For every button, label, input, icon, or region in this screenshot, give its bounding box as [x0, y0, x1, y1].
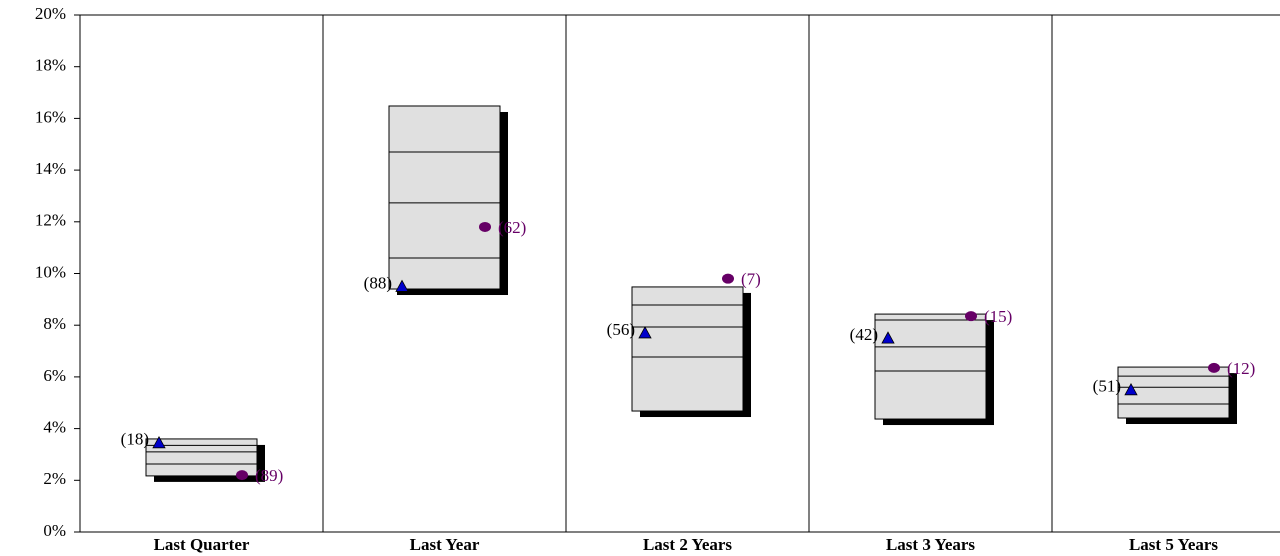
box: [388, 105, 501, 290]
rank-label: (62): [498, 218, 526, 237]
circle-marker: [965, 311, 977, 322]
y-tick-label: 4%: [43, 418, 66, 437]
triangle-marker: [638, 326, 652, 339]
triangle-marker: [881, 331, 895, 344]
box: [1117, 366, 1230, 419]
circle-marker: [722, 273, 734, 284]
x-tick-label: Last 5 Years: [1129, 535, 1218, 554]
y-tick-label: 0%: [43, 521, 66, 540]
rank-label: (7): [741, 270, 761, 289]
rank-label: (88): [364, 273, 392, 292]
rank-label: (51): [1093, 377, 1121, 396]
rank-label: (15): [984, 307, 1012, 326]
rank-label: (18): [121, 430, 149, 449]
x-tick-label: Last Year: [410, 535, 480, 554]
y-tick-label: 6%: [43, 366, 66, 385]
y-tick-label: 20%: [35, 4, 66, 23]
x-tick-label: Last Quarter: [154, 535, 250, 554]
y-tick-label: 10%: [35, 262, 66, 281]
y-tick-label: 8%: [43, 314, 66, 333]
circle-marker: [236, 470, 248, 481]
y-tick-label: 14%: [35, 159, 66, 178]
x-tick-label: Last 2 Years: [643, 535, 732, 554]
circle-marker: [1208, 362, 1220, 373]
x-tick-label: Last 3 Years: [886, 535, 975, 554]
rank-label: (89): [255, 466, 283, 485]
y-tick-label: 12%: [35, 211, 66, 230]
y-tick-label: 2%: [43, 469, 66, 488]
triangle-marker: [395, 279, 409, 292]
rank-label: (42): [850, 325, 878, 344]
y-tick-label: 16%: [35, 107, 66, 126]
rank-label: (56): [607, 320, 635, 339]
box: [631, 286, 744, 412]
triangle-marker: [152, 435, 166, 449]
rank-label: (12): [1227, 359, 1255, 378]
circle-marker: [479, 221, 491, 232]
y-tick-label: 18%: [35, 56, 66, 75]
triangle-marker: [1124, 382, 1138, 396]
box: [874, 313, 987, 420]
